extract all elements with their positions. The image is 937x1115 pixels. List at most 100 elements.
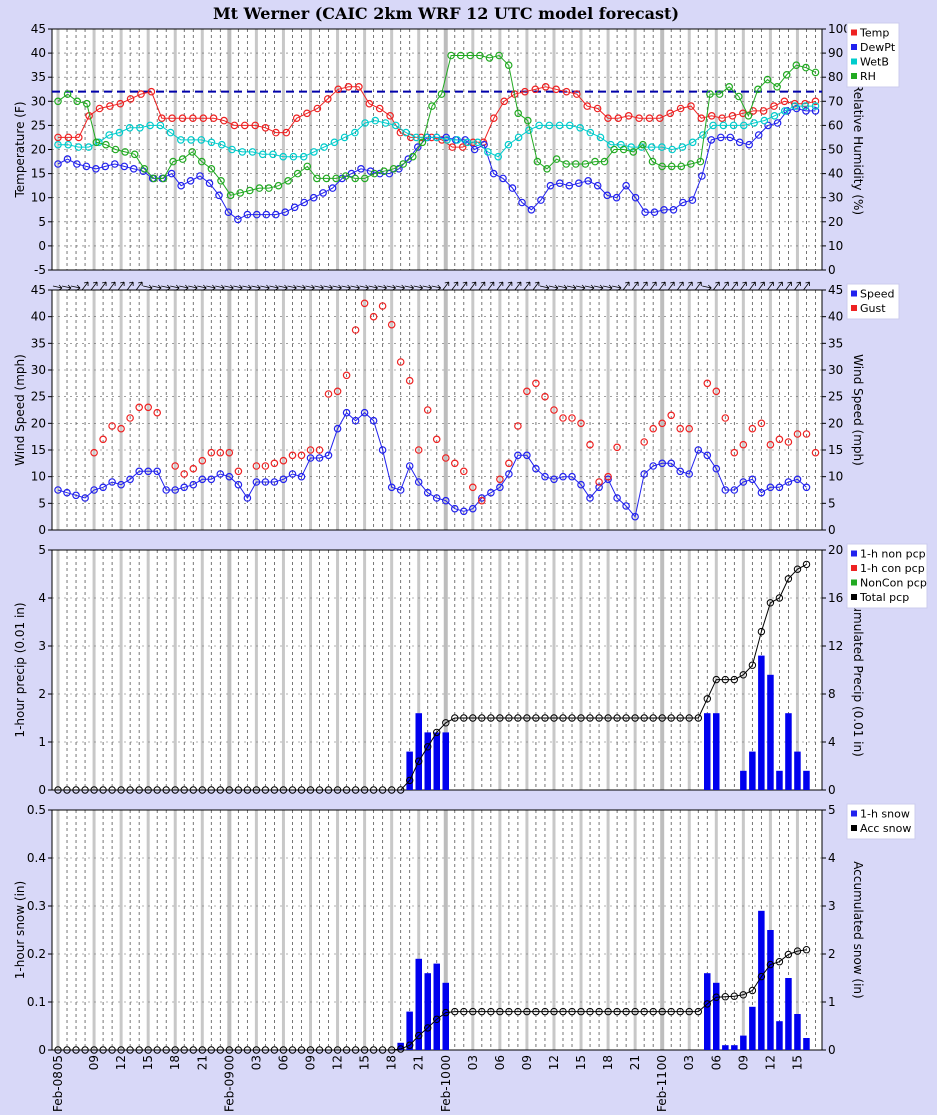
legend-swatch: [851, 305, 857, 311]
data-point: [303, 162, 312, 171]
data-point: [178, 155, 187, 163]
data-point: [158, 114, 166, 123]
accumulated-point: [63, 786, 71, 794]
accumulated-point: [469, 1007, 477, 1016]
wind-arrow: [721, 281, 729, 291]
data-point: [258, 150, 267, 159]
accumulated-point: [622, 1007, 630, 1016]
wind-arrow: [557, 284, 568, 291]
data-point: [83, 99, 91, 108]
accumulated-point: [225, 1046, 234, 1054]
data-point: [574, 179, 583, 188]
accumulated-point: [54, 1046, 62, 1054]
y-tick-label: 0: [38, 239, 46, 253]
accumulated-point: [171, 1046, 179, 1054]
x-day-label: Feb-10: [439, 1071, 453, 1112]
data-point: [685, 424, 694, 433]
data-point: [396, 358, 405, 366]
data-point: [313, 104, 322, 113]
data-point: [281, 208, 290, 217]
data-point: [450, 459, 459, 468]
precip-bar: [758, 655, 765, 790]
precip-bar: [433, 963, 440, 1050]
data-point: [757, 419, 766, 428]
data-point: [333, 424, 342, 433]
accumulated-point: [180, 786, 188, 794]
wind-arrow: [52, 284, 63, 291]
wind-arrow: [422, 284, 433, 291]
series-line: [57, 54, 816, 196]
wind-arrow: [803, 281, 810, 291]
data-point: [583, 102, 592, 110]
accumulated-point: [550, 1007, 558, 1016]
accumulated-point: [604, 1007, 612, 1016]
accumulated-point: [757, 627, 766, 636]
legend-label: 1-h non pcp: [860, 548, 926, 561]
wind-arrow: [496, 281, 504, 291]
wind-arrow: [487, 281, 495, 291]
accumulated-point: [216, 1046, 225, 1054]
data-point: [715, 90, 724, 98]
y-tick-label: 40: [31, 310, 46, 324]
y2-tick-label: 4: [828, 735, 836, 749]
legend-label: Total pcp: [859, 591, 909, 604]
data-point: [236, 189, 245, 197]
accumulated-point: [784, 950, 793, 959]
data-point: [187, 136, 195, 144]
data-point: [243, 210, 252, 219]
wind-arrow: [794, 281, 801, 291]
data-point: [437, 90, 446, 98]
legend-swatch: [851, 58, 857, 65]
accumulated-point: [658, 714, 666, 722]
data-point: [168, 114, 176, 123]
panel-wind: 0 5 10 15 20 25 30 35 40 45 0 5 10 15 20 25 30 35 40 45 Wind…: [13, 283, 900, 537]
x-tick-label: 18: [168, 1055, 182, 1070]
y2-tick-label: 0: [828, 783, 836, 797]
precip-bar: [767, 930, 774, 1050]
data-point: [255, 184, 264, 192]
accumulated-point: [442, 719, 450, 727]
data-point: [550, 475, 558, 484]
accumulated-point: [613, 1007, 621, 1016]
data-point: [586, 440, 594, 449]
precip-bar: [794, 751, 801, 790]
data-point: [667, 411, 676, 420]
data-point: [261, 478, 270, 486]
data-point: [309, 193, 318, 202]
data-point: [299, 152, 308, 161]
data-point: [252, 478, 261, 486]
data-point: [624, 112, 633, 120]
data-point: [130, 150, 139, 159]
data-point: [499, 174, 507, 183]
data-point: [166, 128, 175, 137]
data-point: [297, 451, 306, 460]
data-point: [428, 102, 436, 110]
accumulated-point: [415, 757, 423, 765]
accumulated-point: [252, 786, 261, 794]
data-point: [303, 109, 311, 118]
data-point: [443, 136, 451, 144]
accumulated-point: [324, 786, 333, 794]
data-point: [332, 174, 340, 183]
data-point: [441, 496, 450, 505]
data-point: [576, 124, 584, 132]
precip-bar: [749, 751, 756, 790]
x-tick-label: 15: [790, 1055, 804, 1070]
data-point: [514, 133, 523, 142]
y2-tick-label: 12: [828, 639, 843, 653]
accumulated-point: [279, 786, 288, 794]
accumulated-point: [649, 1007, 657, 1016]
data-point: [504, 140, 513, 149]
precip-bar: [731, 1045, 738, 1050]
accumulated-point: [135, 786, 143, 794]
accumulated-point: [496, 1007, 504, 1016]
y2-tick-label: 1: [828, 995, 836, 1009]
data-point: [586, 128, 595, 137]
accumulated-point: [225, 786, 234, 794]
data-point: [763, 75, 772, 84]
wind-arrow: [431, 284, 442, 291]
data-point: [764, 121, 772, 130]
data-point: [371, 116, 380, 125]
data-point: [238, 148, 247, 156]
y-tick-label: 20: [31, 143, 46, 157]
